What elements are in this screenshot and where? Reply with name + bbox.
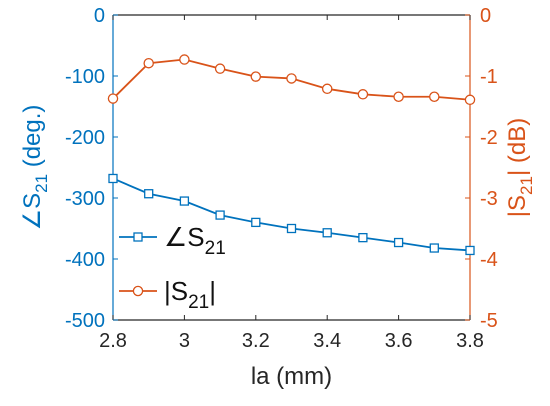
data-point-left	[251, 217, 261, 228]
data-point-left	[286, 223, 297, 234]
plot-series	[107, 54, 476, 256]
right-tick-label: 0	[480, 5, 491, 27]
left-axis-label-main: ∠S	[19, 193, 46, 231]
data-point-left	[108, 173, 118, 184]
legend-marker-right	[132, 285, 144, 297]
left-tick-label: -100	[65, 66, 105, 88]
right-axis-label-main: |S	[504, 195, 531, 217]
data-point-right	[143, 57, 154, 69]
left-axis-label: ∠S21 (deg.)	[19, 105, 51, 231]
right-axis-label-suffix: | (dB)	[504, 118, 531, 176]
legend-label-sub: 21	[188, 292, 209, 313]
right-axis-label-sub: 21	[517, 176, 536, 195]
data-point-left	[322, 228, 332, 238]
data-point-right	[393, 91, 404, 102]
right-tick-label: -1	[480, 66, 498, 88]
plot-axes: 2.8 3 3.2 3.4 3.6 3.8 0 -100 -200 -300 -400 -500 0 -1…	[19, 5, 536, 390]
data-point-left	[144, 189, 154, 199]
legend-label-tail: |	[209, 276, 216, 306]
left-tick-label: -400	[65, 249, 105, 271]
data-point-right	[321, 83, 333, 95]
right-tick-label: -5	[480, 310, 498, 332]
left-tick-label: -300	[65, 188, 105, 210]
x-tick-label: 3.8	[456, 330, 484, 352]
data-point-left	[358, 232, 368, 243]
right-tick-label: -4	[480, 249, 498, 271]
legend-label-right: |S21|	[164, 276, 216, 313]
x-tick-label: 3	[179, 330, 190, 352]
legend-label-main: |S	[164, 276, 188, 306]
data-point-right	[107, 93, 119, 104]
data-point-left	[429, 243, 439, 253]
data-point-right	[464, 94, 476, 106]
data-point-right	[179, 54, 190, 65]
left-tick-label: -500	[65, 310, 105, 332]
legend-label-main: ∠S	[164, 222, 205, 252]
right-tick-label: -3	[480, 188, 498, 210]
legend-label-left: ∠S21	[164, 222, 226, 259]
legend-label-sub: 21	[205, 238, 226, 259]
data-point-right	[250, 71, 262, 82]
right-tick-label: -2	[480, 127, 498, 149]
x-tick-label: 3.2	[242, 330, 270, 352]
legend-marker-left	[133, 232, 143, 242]
x-tick-label: 2.8	[99, 330, 127, 352]
data-point-left	[393, 237, 404, 248]
data-point-right	[286, 73, 297, 84]
data-point-left	[465, 245, 475, 256]
left-tick-label: -200	[65, 127, 105, 149]
data-point-left	[179, 196, 190, 206]
data-point-right	[357, 89, 369, 100]
left-tick-label: 0	[94, 5, 105, 27]
x-axis-label: la (mm)	[251, 363, 332, 390]
data-point-right	[429, 91, 440, 102]
left-axis-label-suffix: (deg.)	[19, 105, 46, 174]
legend: ∠S21|S21|	[119, 222, 226, 313]
x-tick-label: 3.4	[313, 330, 341, 352]
right-axis-label: |S21| (dB)	[504, 118, 536, 217]
data-point-right	[214, 63, 226, 74]
left-axis-label-sub: 21	[32, 174, 51, 193]
x-tick-label: 3.6	[385, 330, 413, 352]
data-point-left	[215, 210, 225, 220]
